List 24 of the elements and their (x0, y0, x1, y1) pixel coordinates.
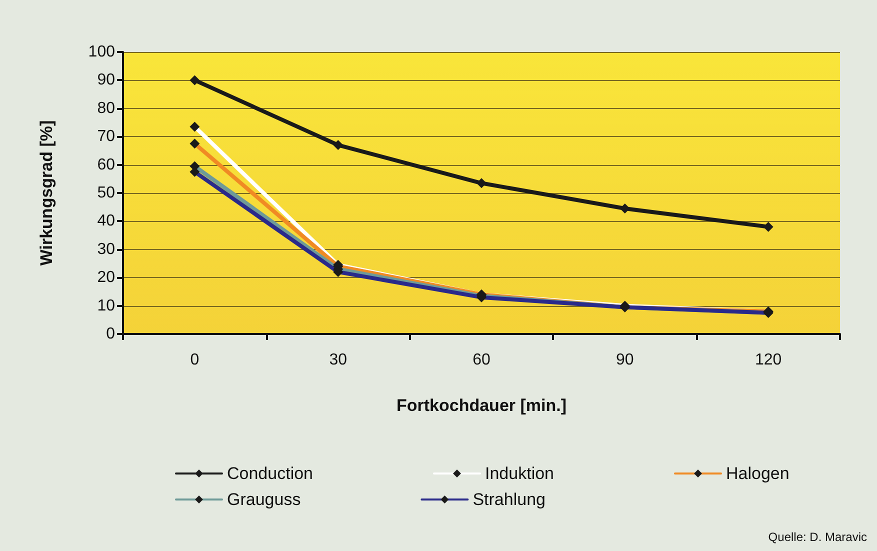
y-tick-label: 90 (97, 72, 116, 89)
y-tick-label: 60 (97, 156, 116, 174)
y-tick-label: 100 (88, 44, 116, 60)
legend-label: Grauguss (227, 490, 301, 509)
y-tick-label: 10 (97, 297, 116, 314)
x-tick-label: 60 (472, 352, 490, 368)
legend-label: Conduction (227, 464, 314, 483)
y-tick-label: 80 (97, 100, 116, 117)
y-axis-title: Wirkungsgrad [%] (37, 120, 56, 266)
y-tick-label: 0 (106, 326, 116, 342)
x-axis-title: Fortkochdauer [min.] (396, 396, 567, 415)
y-tick-label: 40 (97, 212, 116, 230)
x-tick-label: 0 (190, 352, 200, 368)
x-tick-label: 30 (329, 352, 348, 368)
legend-label: Halogen (726, 464, 790, 483)
y-tick-label: 70 (97, 128, 116, 146)
y-tick-label: 50 (97, 184, 116, 202)
x-tick-label: 90 (616, 352, 634, 368)
legend-label: Strahlung (472, 490, 546, 509)
y-tick-label: 30 (97, 240, 116, 258)
x-tick-label: 120 (754, 352, 782, 368)
y-tick-label: 20 (97, 269, 116, 286)
legend-label: Induktion (485, 464, 554, 483)
source-note: Quelle: D. Maravic (768, 530, 868, 544)
